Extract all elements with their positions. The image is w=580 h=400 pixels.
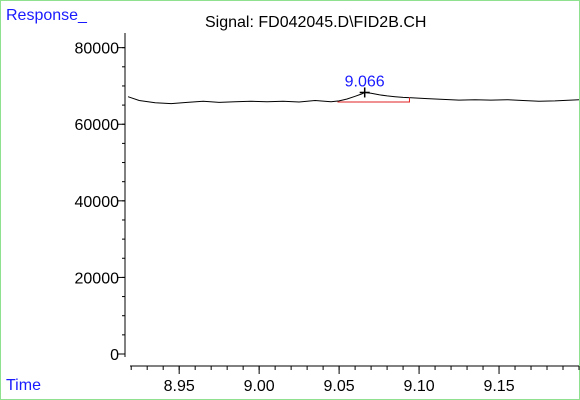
- integration-baseline: [337, 97, 410, 103]
- x-tick-label: 9.00: [244, 378, 275, 395]
- y-tick-label: 0: [110, 347, 119, 364]
- x-tick-label: 9.05: [324, 378, 355, 395]
- x-tick-label: 8.95: [164, 378, 195, 395]
- y-axis-label: Response_: [6, 7, 87, 24]
- peak-label: 9.066: [345, 73, 385, 90]
- plot-marks: 9.066: [127, 73, 580, 105]
- axes: 0 20000 40000 60000 80000 8.95 9.00 9.05 9.10 9.1…: [75, 33, 580, 395]
- x-tick-label: 9.10: [404, 378, 435, 395]
- y-tick-label: 80000: [75, 41, 120, 58]
- signal-trace: [127, 91, 580, 105]
- y-tick-label: 20000: [75, 270, 120, 287]
- x-axis-label: Time: [6, 377, 41, 394]
- y-tick-label: 40000: [75, 194, 120, 211]
- x-tick-label: 9.15: [483, 378, 514, 395]
- y-tick-label: 60000: [75, 117, 120, 134]
- chart-title: Signal: FD042045.D\FID2B.CH: [205, 14, 427, 31]
